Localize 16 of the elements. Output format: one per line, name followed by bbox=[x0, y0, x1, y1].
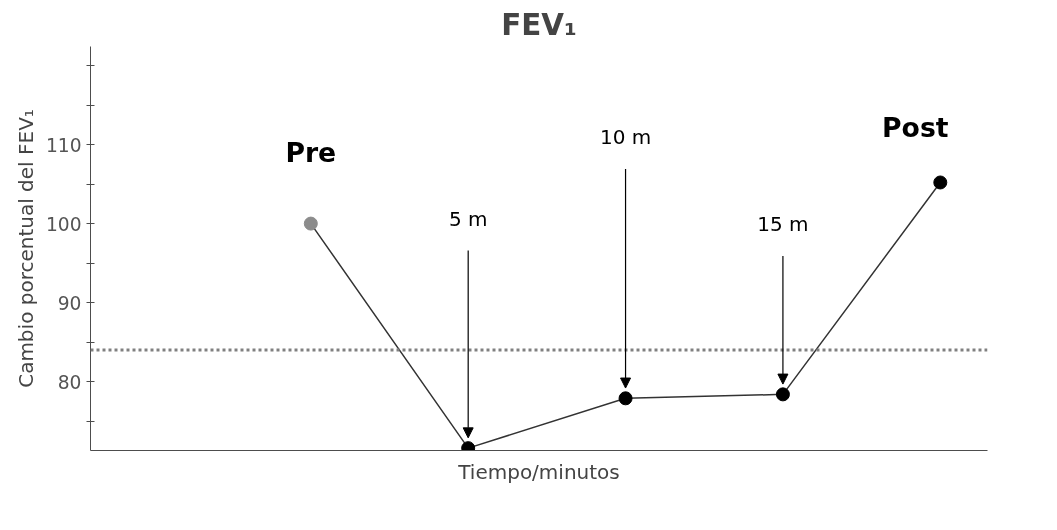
point bbox=[775, 387, 790, 402]
x-axis-title: Tiempo/minutos bbox=[457, 459, 620, 484]
annotation: 10 m bbox=[599, 125, 652, 150]
y-tick-label: 80 bbox=[57, 371, 82, 393]
annotation: Post bbox=[882, 111, 949, 143]
chart-title: FEV₁ bbox=[501, 7, 577, 42]
point bbox=[933, 175, 948, 190]
point bbox=[303, 216, 318, 231]
annotation: Pre bbox=[285, 136, 337, 168]
y-axis-title: Cambio porcentual del FEV₁ bbox=[13, 109, 38, 388]
point bbox=[618, 391, 633, 406]
annotation: 15 m bbox=[757, 212, 809, 237]
y-tick-label: 90 bbox=[57, 292, 82, 314]
y-tick-label: 110 bbox=[45, 134, 82, 156]
annotation: 5 m bbox=[448, 206, 488, 231]
y-tick-label: 100 bbox=[45, 213, 82, 235]
